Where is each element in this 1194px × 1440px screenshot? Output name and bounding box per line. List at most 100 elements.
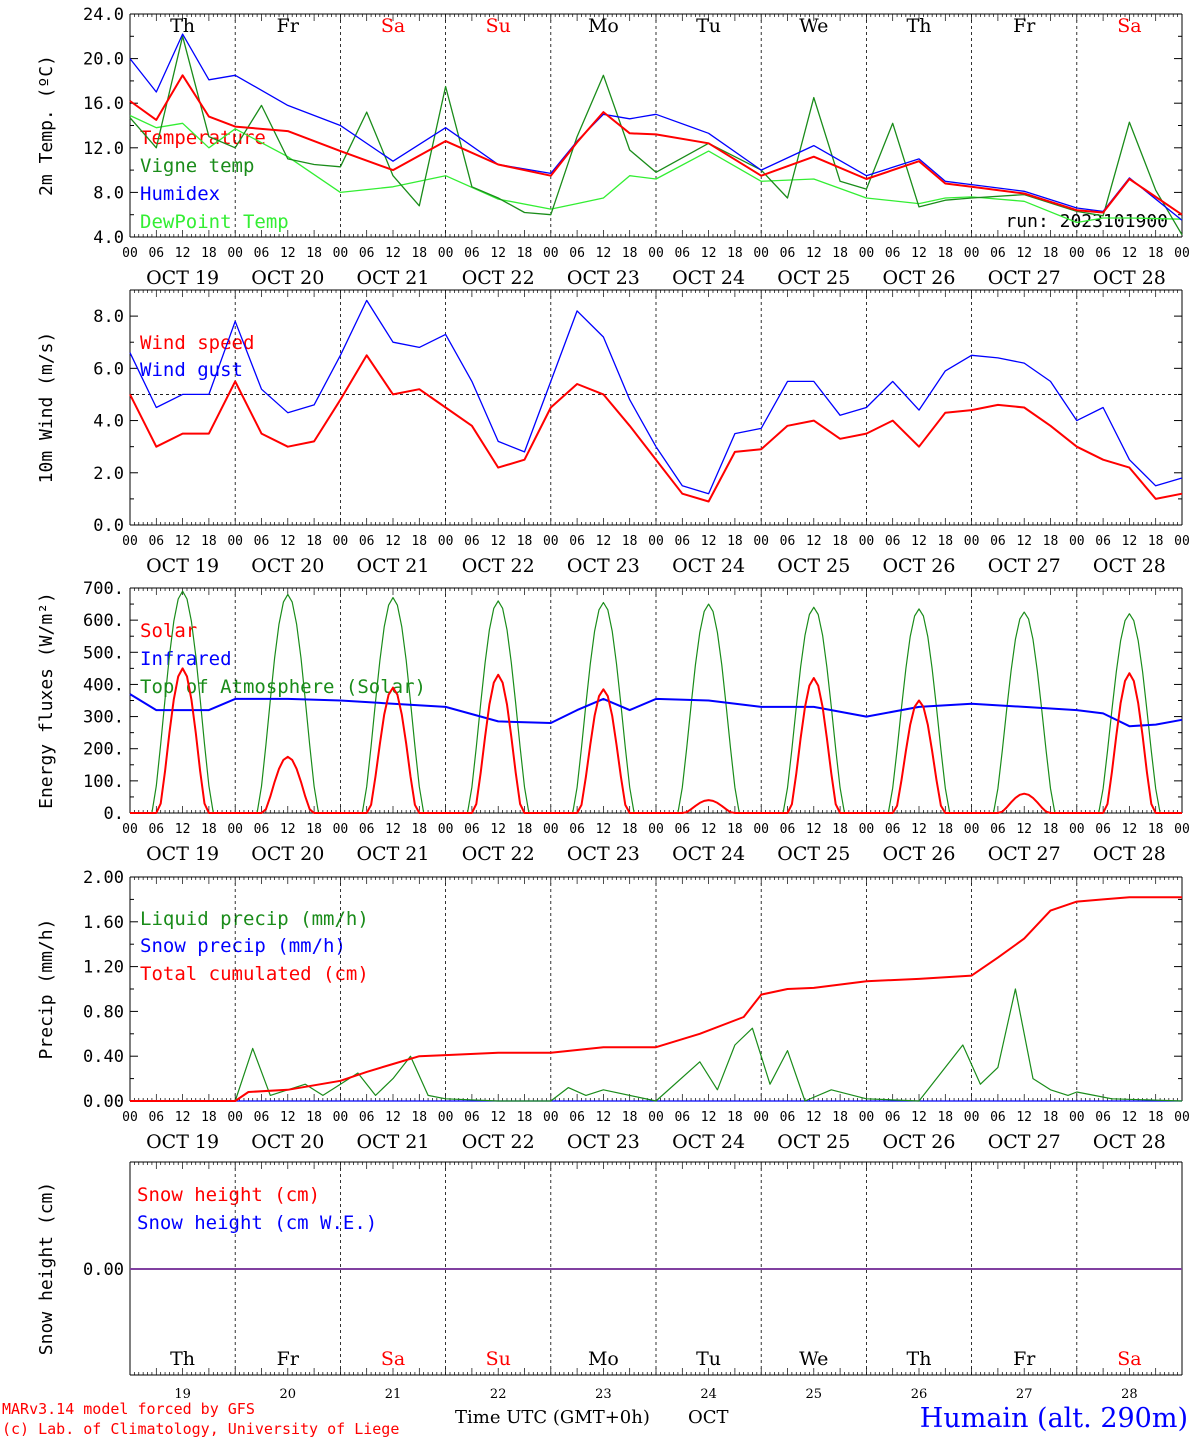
hour-tick-label: 12	[806, 822, 822, 837]
y-tick-label: 600.	[83, 611, 124, 631]
hour-tick-label: 00	[122, 246, 138, 261]
hour-tick-label: 18	[727, 534, 743, 549]
hour-tick-label: 06	[1095, 246, 1111, 261]
hour-tick-label: 12	[596, 534, 612, 549]
series-line-total-cumulated	[130, 896, 1182, 1102]
hour-tick-label: 18	[1043, 822, 1059, 837]
legend-toa-solar: Top of Atmosphere (Solar)	[140, 676, 426, 698]
hour-tick-label: 18	[201, 1110, 217, 1125]
hour-tick-label: 00	[859, 1110, 875, 1125]
hour-tick-label: 00	[438, 1110, 454, 1125]
day-number-label: 28	[1121, 1387, 1138, 1402]
hour-tick-label: 12	[280, 1110, 296, 1125]
panel-frame: 24.0 20.0 16.0 12.0 8.0 4.0	[83, 5, 1183, 248]
date-label: OCT 22	[462, 1131, 535, 1153]
hour-tick-label: 18	[727, 1110, 743, 1125]
hour-tick-label: 06	[885, 534, 901, 549]
series-line-vigne-temp	[129, 35, 1183, 236]
credit-line-1: MARv3.14 model forced by GFS	[2, 1400, 255, 1418]
hour-tick-label: 12	[280, 534, 296, 549]
hour-tick-label: 00	[333, 822, 349, 837]
date-label: OCT 26	[882, 555, 955, 577]
legend-snow-precip: Snow precip (mm/h)	[140, 935, 346, 957]
date-label: OCT 28	[1093, 843, 1166, 865]
date-label: OCT 19	[146, 1131, 219, 1153]
hour-tick-label: 00	[227, 822, 243, 837]
day-number-label: 19	[174, 1387, 191, 1402]
hour-tick-label: 06	[569, 1110, 585, 1125]
hour-tick-label: 00	[1069, 246, 1085, 261]
time-axis-labels: 00 06 12 18 OCT 19 00 06 12 18 OCT 20 00 06 12 18 OCT …	[122, 246, 1190, 289]
hour-tick-label: 18	[832, 822, 848, 837]
snow-axis-title: Snow height (cm)	[36, 1182, 57, 1355]
y-tick-label: 100.	[83, 772, 124, 792]
weekday-label: Tu	[696, 1348, 721, 1370]
hour-tick-label: 06	[359, 534, 375, 549]
hour-tick-label: 12	[701, 534, 717, 549]
y-tick-label: 0.00	[83, 1260, 124, 1280]
hour-tick-label: 12	[1016, 822, 1032, 837]
hour-tick-label: 00	[753, 822, 769, 837]
date-label: OCT 27	[988, 267, 1061, 289]
hour-tick-label: 00	[543, 1110, 559, 1125]
panel-frame: 700. 600. 500. 400. 300. 200. 100. 0.	[83, 579, 1183, 824]
hour-tick-label: 06	[569, 534, 585, 549]
temperature-panel: 2m Temp. (ºC) Temperature Vigne temp Hum…	[36, 5, 1190, 289]
hour-tick-label: 12	[701, 246, 717, 261]
date-label: OCT 24	[672, 843, 745, 865]
hour-tick-label: 18	[1148, 246, 1164, 261]
date-label: OCT 23	[567, 267, 640, 289]
hour-tick-label: 00	[648, 534, 664, 549]
date-label: OCT 27	[988, 555, 1061, 577]
weekday-label: Th	[170, 15, 195, 37]
time-axis-labels: 00 06 12 18 OCT 19 00 06 12 18 OCT 20 00 06 12 18 OCT …	[122, 1110, 1190, 1153]
date-label: OCT 21	[356, 555, 429, 577]
hour-tick-label: 12	[175, 246, 191, 261]
snow-panel: Snow height (cm) Snow height (cm) Snow h…	[36, 1161, 1183, 1402]
legend-snow-height-we: Snow height (cm W.E.)	[137, 1212, 377, 1234]
hour-tick-label: 12	[1122, 534, 1138, 549]
panel-frame: 2.00 1.60 1.20 0.80 0.40 0.00	[83, 868, 1183, 1112]
hour-tick-label: 18	[727, 822, 743, 837]
hour-tick-label: 00	[648, 246, 664, 261]
date-label: OCT 24	[672, 555, 745, 577]
legend-wind-speed: Wind speed	[140, 332, 254, 354]
hour-tick-label: 00	[543, 534, 559, 549]
y-tick-label: 500.	[83, 643, 124, 663]
date-label: OCT 25	[777, 1131, 850, 1153]
hour-tick-label: 00	[964, 534, 980, 549]
weekday-label: Th	[907, 15, 932, 37]
y-tick-label: 0.0	[93, 516, 124, 536]
legend-snow-height: Snow height (cm)	[137, 1184, 320, 1206]
hour-tick-label: 12	[911, 534, 927, 549]
hour-tick-label: 06	[885, 246, 901, 261]
y-tick-label: 1.20	[83, 958, 124, 978]
hour-tick-label: 06	[990, 534, 1006, 549]
day-number-label: 23	[595, 1387, 612, 1402]
panel-frame: 8.0 6.0 4.0 2.0 0.0	[93, 289, 1183, 536]
hour-tick-label: 06	[1095, 1110, 1111, 1125]
hour-tick-label: 12	[1016, 534, 1032, 549]
weekday-label: Fr	[277, 1348, 300, 1370]
y-tick-label: 400.	[83, 675, 124, 695]
hour-tick-label: 18	[517, 534, 533, 549]
hour-tick-label: 06	[569, 822, 585, 837]
date-label: OCT 27	[988, 843, 1061, 865]
hour-tick-label: 12	[806, 246, 822, 261]
hour-tick-label: 18	[201, 246, 217, 261]
hour-tick-label: 12	[911, 1110, 927, 1125]
plot-area	[130, 896, 1183, 1102]
weekday-label: Su	[486, 15, 511, 37]
hour-tick-label: 00	[1069, 1110, 1085, 1125]
hour-tick-label: 06	[359, 822, 375, 837]
y-tick-label: 8.0	[93, 183, 124, 203]
footer: MARv3.14 model forced by GFS (c) Lab. of…	[2, 1400, 1188, 1438]
hour-tick-label: 06	[780, 822, 796, 837]
date-label: OCT 20	[251, 267, 324, 289]
y-tick-label: 24.0	[83, 5, 124, 25]
series-line-wind-speed	[129, 354, 1183, 503]
hour-tick-label: 00	[964, 246, 980, 261]
hour-tick-label: 00	[1174, 246, 1190, 261]
hour-tick-label: 12	[1122, 822, 1138, 837]
y-tick-label: 200.	[83, 740, 124, 760]
